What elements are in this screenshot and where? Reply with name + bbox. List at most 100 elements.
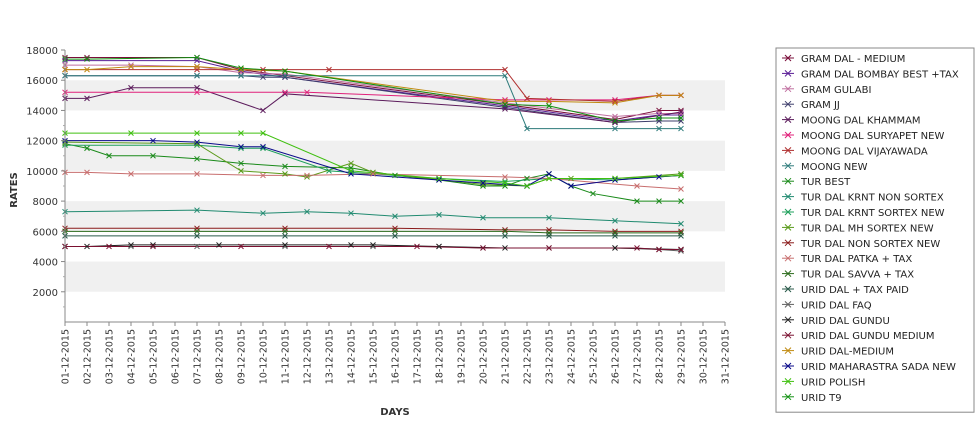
data-point (370, 243, 376, 250)
x-tick-label: 16-12-2015 (391, 329, 402, 384)
data-point (150, 242, 156, 248)
data-point (194, 72, 200, 79)
data-point (612, 177, 618, 183)
data-point (436, 177, 442, 183)
data-point (238, 72, 244, 79)
data-point (238, 65, 244, 71)
y-tick-label: 2000 (33, 288, 58, 299)
legend-swatch-marker (784, 70, 792, 77)
legend-swatch-marker (784, 208, 792, 216)
x-tick-label: 23-12-2015 (545, 329, 556, 384)
legend-swatch-marker (784, 239, 792, 247)
legend-swatch-marker (784, 85, 792, 93)
data-point (678, 115, 684, 121)
data-point (546, 103, 552, 109)
x-tick-label: 25-12-2015 (589, 329, 600, 384)
data-point (678, 172, 684, 179)
data-point (524, 125, 530, 132)
legend-swatch-marker (784, 393, 792, 401)
x-tick-label: 18-12-2015 (435, 329, 446, 384)
x-tick-label: 20-12-2015 (479, 329, 490, 384)
legend-label: TUR DAL KRNT NON SORTEX (800, 193, 944, 204)
data-point (546, 245, 552, 251)
y-tick-label: 8000 (33, 197, 58, 208)
x-tick-label: 03-12-2015 (105, 329, 116, 384)
data-point (656, 246, 662, 253)
data-point (238, 168, 244, 174)
legend-label: GRAM DAL BOMBAY BEST +TAX (801, 69, 959, 80)
legend-label: URID POLISH (801, 377, 865, 388)
x-tick-label: 11-12-2015 (281, 329, 292, 384)
data-point (502, 178, 508, 185)
x-axis: 01-12-2015 02-12-2015 03-12-2015 04-12-2015… (61, 321, 732, 384)
legend-swatch-marker (784, 285, 792, 293)
x-tick-label: 22-12-2015 (523, 329, 534, 384)
data-point (194, 54, 200, 61)
data-point (656, 92, 662, 99)
data-point (260, 172, 266, 179)
series-line (65, 132, 682, 187)
data-point (84, 66, 90, 73)
data-point (502, 97, 508, 103)
x-tick-label: 01-12-2015 (61, 329, 72, 384)
data-point (84, 95, 90, 102)
data-point (546, 98, 552, 105)
legend-swatch-marker (784, 162, 792, 170)
data-point (128, 130, 134, 136)
data-point (678, 198, 684, 204)
data-point (502, 66, 508, 73)
data-point (502, 106, 508, 112)
data-point (678, 228, 684, 235)
data-point (282, 74, 288, 81)
data-point (546, 233, 552, 239)
data-point (502, 180, 508, 186)
legend-label: MOONG NEW (801, 162, 868, 173)
legend-label: URID DAL-MEDIUM (801, 347, 894, 358)
legend-swatch-marker (784, 193, 792, 200)
data-point (260, 210, 266, 217)
data-point (348, 160, 354, 167)
data-point (414, 243, 420, 250)
data-point (84, 243, 90, 250)
data-point (238, 143, 244, 150)
data-point (194, 63, 200, 70)
y-tick-label: 18000 (26, 46, 58, 57)
data-point (84, 56, 90, 62)
data-point (612, 233, 618, 239)
legend-label: TUR DAL KRNT SORTEX NEW (800, 208, 945, 219)
x-axis-label: DAYS (380, 407, 410, 418)
y-tick-label: 6000 (33, 227, 58, 238)
data-point (282, 89, 288, 96)
data-point (612, 98, 618, 105)
data-point (260, 143, 266, 150)
data-point (568, 175, 574, 182)
data-point (656, 125, 662, 132)
legend: GRAM DAL - MEDIUM GRAM DAL BOMBAY BEST +T… (775, 47, 975, 413)
y-axis-label: RATES (9, 172, 20, 208)
data-point (612, 217, 618, 224)
legend-label: TUR DAL MH SORTEX NEW (800, 223, 934, 234)
data-point (634, 198, 640, 204)
data-point (194, 155, 200, 162)
x-tick-label: 19-12-2015 (457, 329, 468, 384)
legend-label: TUR DAL PATKA + TAX (800, 254, 912, 265)
data-point (678, 220, 684, 227)
legend-label: TUR DAL NON SORTEX NEW (800, 239, 940, 250)
data-point (84, 169, 90, 176)
data-point (128, 84, 134, 91)
x-tick-label: 30-12-2015 (699, 329, 710, 384)
data-point (502, 233, 508, 239)
data-point (612, 100, 618, 106)
data-point (238, 66, 244, 73)
data-point (348, 168, 354, 174)
data-point (612, 175, 618, 182)
data-point (612, 113, 618, 120)
data-point (260, 66, 266, 73)
data-point (634, 183, 640, 189)
data-point (238, 145, 244, 152)
legend-swatch-marker (784, 177, 792, 185)
grid-band (65, 140, 725, 171)
plot-background-bands (65, 50, 725, 322)
legend-swatch-marker (784, 147, 792, 154)
data-point (150, 137, 156, 144)
